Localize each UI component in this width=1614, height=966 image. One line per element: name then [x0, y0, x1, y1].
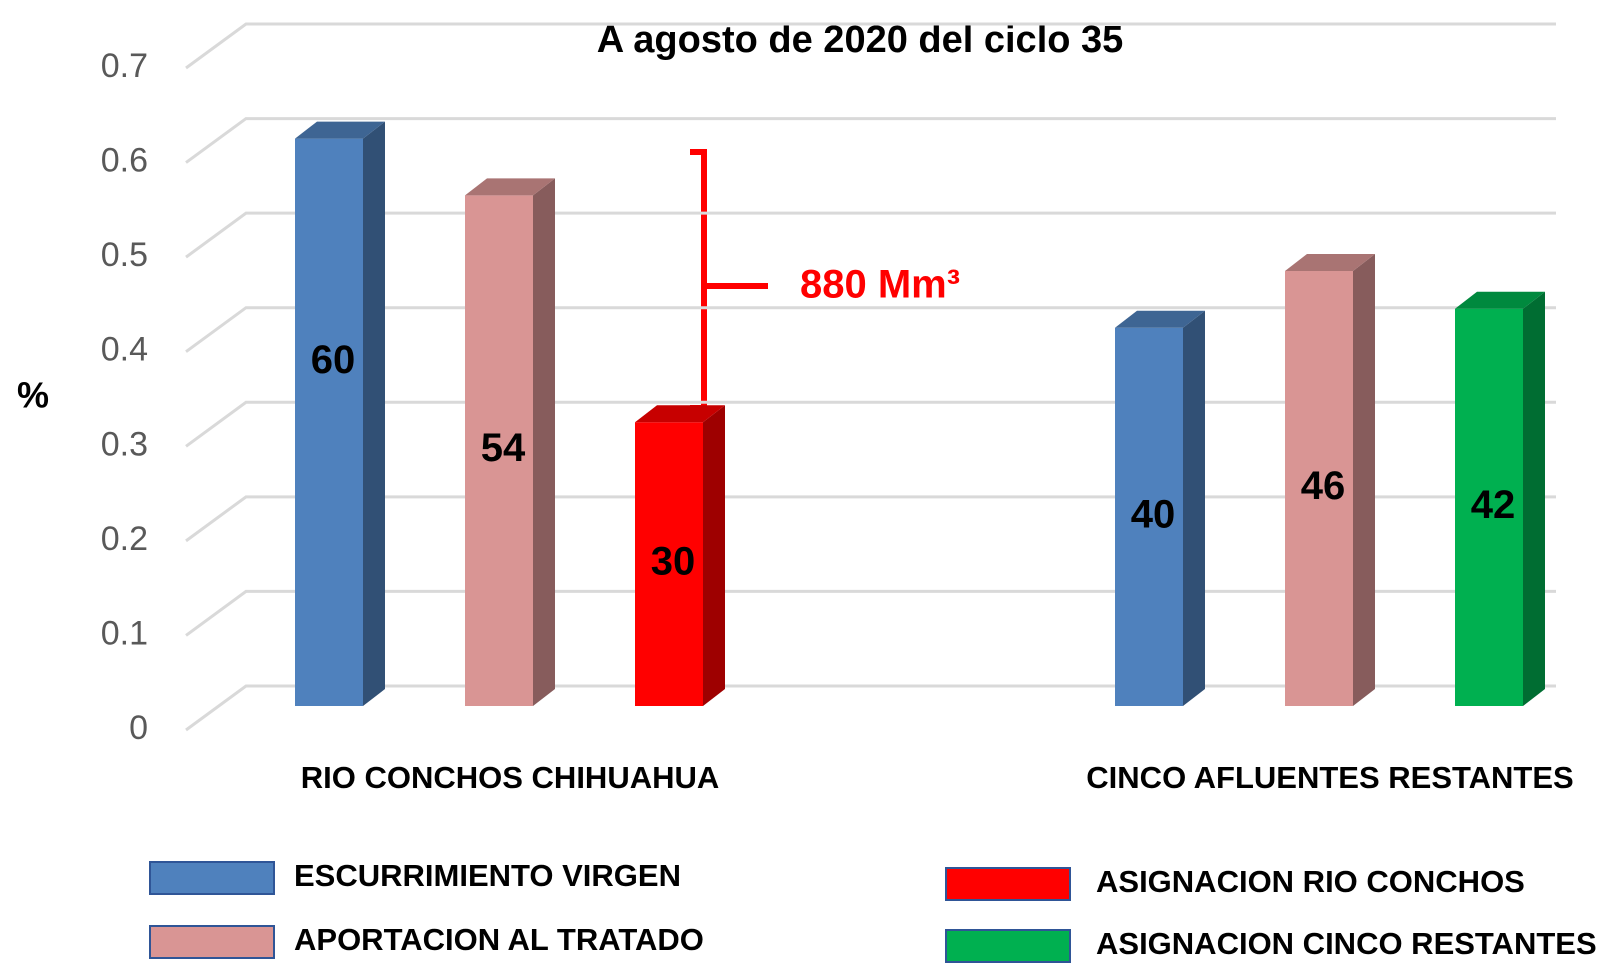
y-tick-label: 0.4 — [101, 331, 148, 369]
bar-side — [703, 405, 725, 706]
bar-front — [1115, 327, 1183, 706]
bar-front — [1285, 270, 1353, 706]
y-tick-label: 0.3 — [101, 425, 148, 463]
y-tick-label: 0.7 — [101, 47, 148, 85]
y-tick-label: 0.2 — [101, 520, 148, 558]
bar-front — [465, 195, 533, 707]
y-tick-label: 0.5 — [101, 236, 148, 274]
data-label: 46 — [1301, 464, 1346, 508]
bar-side — [1353, 253, 1375, 706]
bar — [635, 405, 725, 706]
legend-label: ESCURRIMIENTO VIRGEN — [294, 858, 681, 893]
bar — [465, 178, 555, 707]
bar-top — [465, 178, 555, 196]
bar-top — [635, 405, 725, 423]
grid-line — [185, 22, 1556, 70]
bar-top — [295, 121, 385, 139]
bar-side — [533, 178, 555, 707]
y-tick-label: 0.1 — [101, 614, 148, 652]
bar-side — [1183, 310, 1205, 706]
bar-top — [1115, 310, 1205, 328]
y-tick-label: 0 — [129, 709, 148, 747]
bar-side — [1523, 291, 1545, 706]
legend-label: APORTACION AL TRATADO — [294, 922, 704, 957]
legend-swatch — [945, 929, 1071, 963]
legend-swatch — [149, 861, 275, 895]
bar — [1115, 310, 1205, 706]
annotation: 880 Mm³ — [800, 263, 960, 307]
legend-label: ASIGNACION RIO CONCHOS — [1096, 864, 1525, 899]
chart-title: A agosto de 2020 del ciclo 35 — [597, 19, 1124, 61]
y-tick-label: 0.6 — [101, 142, 148, 180]
bar-top — [1285, 253, 1375, 271]
bar-top — [1455, 291, 1545, 309]
legend-label: ASIGNACION CINCO RESTANTES — [1096, 926, 1597, 961]
bar-side — [363, 121, 385, 707]
bracket — [690, 149, 768, 411]
grid-line — [185, 306, 1556, 353]
x-tick-label: RIO CONCHOS CHIHUAHUA — [301, 760, 720, 795]
data-label: 42 — [1471, 483, 1516, 527]
bar-front — [635, 422, 703, 706]
x-tick-label: CINCO AFLUENTES RESTANTES — [1086, 760, 1573, 795]
data-label: 40 — [1131, 492, 1176, 536]
grid-line — [185, 117, 1556, 164]
bar — [1285, 253, 1375, 706]
bar-front — [295, 138, 363, 707]
bar-front — [1455, 308, 1523, 706]
bar — [1455, 291, 1545, 706]
bar — [295, 121, 385, 707]
data-label: 60 — [311, 338, 356, 382]
legend-swatch — [945, 867, 1071, 901]
y-axis-label: % — [17, 375, 49, 416]
data-label: 54 — [481, 426, 526, 470]
grid-line — [185, 211, 1556, 259]
data-label: 30 — [651, 540, 696, 584]
legend-swatch — [149, 925, 275, 959]
